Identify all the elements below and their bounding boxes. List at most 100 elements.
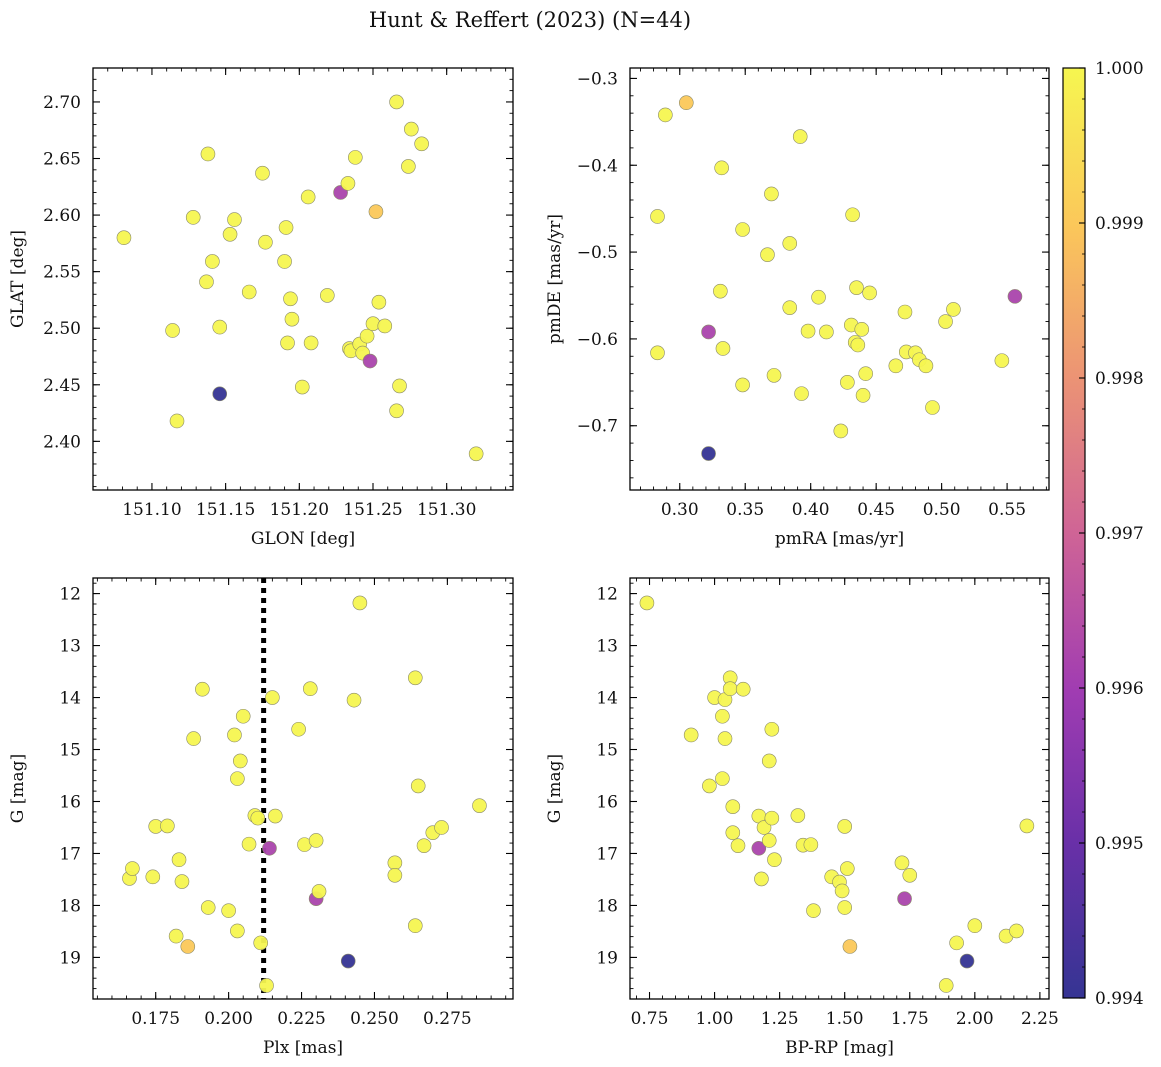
x-tick-label: 0.75 [631,1009,669,1029]
scatter-points [650,95,1023,461]
data-point [761,753,777,769]
x-tick-label: 2.00 [956,1009,994,1029]
data-point [761,833,777,848]
x-tick-label: 151.20 [270,500,329,520]
data-point [265,690,280,705]
x-tick-label: 151.10 [122,500,181,520]
data-point [371,294,387,310]
x-tick-label: 151.15 [196,500,255,520]
y-tick-label: −0.6 [577,330,618,350]
x-tick-label: 1.75 [891,1009,929,1029]
x-tick-label: 151.30 [417,500,476,520]
data-point [185,210,201,225]
data-point [792,129,808,144]
data-point [255,165,270,181]
data-point [232,753,248,769]
y-axis-label: pmDE [mas/yr] [545,214,565,344]
data-point [125,861,140,876]
data-point [434,820,449,835]
x-tick-label: 1.00 [696,1009,734,1029]
x-tick-label: 0.45 [857,500,895,520]
data-point [250,810,266,826]
data-point [200,146,216,162]
data-point [320,288,335,303]
data-point [362,353,378,369]
data-point [468,446,484,462]
x-tick-label: 0.275 [423,1009,472,1029]
x-tick-label: 0.200 [204,1009,253,1029]
data-point [116,230,132,246]
data-point [410,778,426,794]
plot-area [93,578,513,999]
y-tick-label: 12 [59,585,81,605]
data-point [280,335,295,351]
data-point [241,836,257,852]
data-point [230,771,245,786]
data-point [262,840,277,856]
data-point [165,323,180,338]
scatter-points [639,595,1035,993]
y-tick-label: 2.60 [43,206,81,226]
data-point [291,721,306,737]
y-tick-label: 14 [596,689,618,709]
data-point [658,107,673,123]
y-tick-label: 2.55 [43,263,81,283]
data-point [212,319,228,335]
data-point [639,595,655,611]
y-tick-label: 17 [59,844,81,864]
panel-1: 151.10 151.15 151.20 151.25 151.30 2.40 2.45 2.… [8,67,514,549]
colorbar-ticks: 0.994 0.995 0.996 0.997 0.998 0.999 1.000 [1079,59,1144,1009]
panel-4: 0.75 1.00 1.25 1.50 1.75 2.00 2.25 12 13 14 15 16 17… [545,577,1059,1058]
data-point [959,953,975,969]
axes-frame [92,67,514,491]
data-point [888,358,904,374]
data-point [278,220,294,235]
y-tick-label: 18 [59,896,81,916]
data-point [897,304,913,320]
data-point [302,681,318,697]
data-point [294,379,310,395]
data-point [760,247,775,262]
data-point [267,808,283,824]
data-point [751,840,767,856]
y-tick-label: −0.5 [577,243,618,263]
data-point [806,903,821,918]
data-point [713,283,728,299]
x-axis-label: GLON [deg] [251,529,355,549]
data-point [169,413,185,429]
data-point [840,375,855,390]
data-point [854,322,870,337]
data-point [764,186,779,202]
data-point [392,378,407,394]
colorbar-tick-label: 0.999 [1095,214,1144,234]
axes-frame [629,577,1050,1000]
data-point [845,207,860,223]
data-point [803,837,819,852]
x-tick-label: 1.50 [826,1009,864,1029]
data-point [949,935,964,951]
data-point [782,236,798,251]
colorbar-tick-label: 0.997 [1095,524,1144,544]
x-axis-label: pmRA [mas/yr] [775,529,904,549]
x-tick-label: 0.50 [923,500,961,520]
data-point [894,855,910,871]
panel-3: 0.175 0.200 0.225 0.250 0.275 12 13 14 15 16 17 18 1… [8,577,514,1058]
data-point [407,670,423,686]
data-point [377,318,393,334]
data-point [650,345,665,361]
y-tick-label: 15 [59,741,81,761]
data-point [389,94,404,110]
data-point [794,386,809,401]
data-point [834,883,850,899]
data-point [389,403,404,419]
data-point [205,254,220,269]
data-point [679,95,694,111]
data-point [715,708,730,724]
data-point [994,353,1010,368]
y-tick-label: 15 [596,741,618,761]
data-point [283,291,298,307]
data-point [855,388,871,403]
data-point [730,838,746,853]
data-point [200,900,216,915]
